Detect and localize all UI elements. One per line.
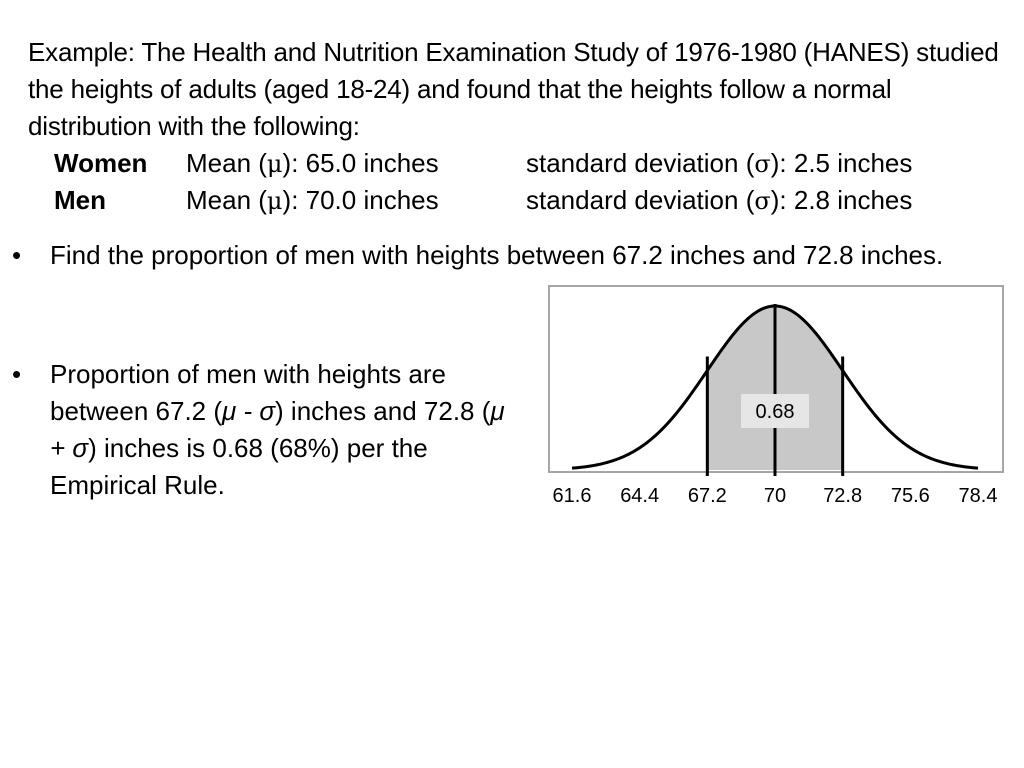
bullet-marker: • <box>12 240 22 270</box>
sd-value: standard deviation (σ): 2.5 inches <box>526 148 913 178</box>
mean-value: Mean (μ): 70.0 inches <box>186 185 439 215</box>
mean-value: Mean (μ): 65.0 inches <box>186 148 439 178</box>
intro-paragraph: Example: The Health and Nutrition Examin… <box>28 34 1008 145</box>
x-tick-label: 72.8 <box>823 485 862 507</box>
x-tick-label: 78.4 <box>959 485 998 507</box>
bullet-text: Proportion of men with heights are betwe… <box>50 359 505 500</box>
x-tick-label: 64.4 <box>620 485 659 507</box>
normal-distribution-chart: 0.68 61.6 64.4 67.2 70 72.8 75.6 78.4 <box>548 284 1004 514</box>
x-tick-label: 70 <box>764 485 786 507</box>
x-tick-label: 61.6 <box>553 485 592 507</box>
sd-value: standard deviation (σ): 2.8 inches <box>526 185 913 215</box>
bullet-marker: • <box>12 359 22 389</box>
annotation-label: 0.68 <box>756 401 795 423</box>
chart-svg: 0.68 61.6 64.4 67.2 70 72.8 75.6 78.4 <box>548 285 1004 507</box>
bullet-text: Find the proportion of men with heights … <box>50 240 944 270</box>
intro-text: Example: The Health and Nutrition Examin… <box>28 37 999 141</box>
x-tick-label: 75.6 <box>891 485 930 507</box>
group-label: Men <box>54 185 106 215</box>
annotation-box <box>741 394 809 428</box>
group-label: Women <box>54 148 148 178</box>
x-tick-label: 67.2 <box>688 485 727 507</box>
